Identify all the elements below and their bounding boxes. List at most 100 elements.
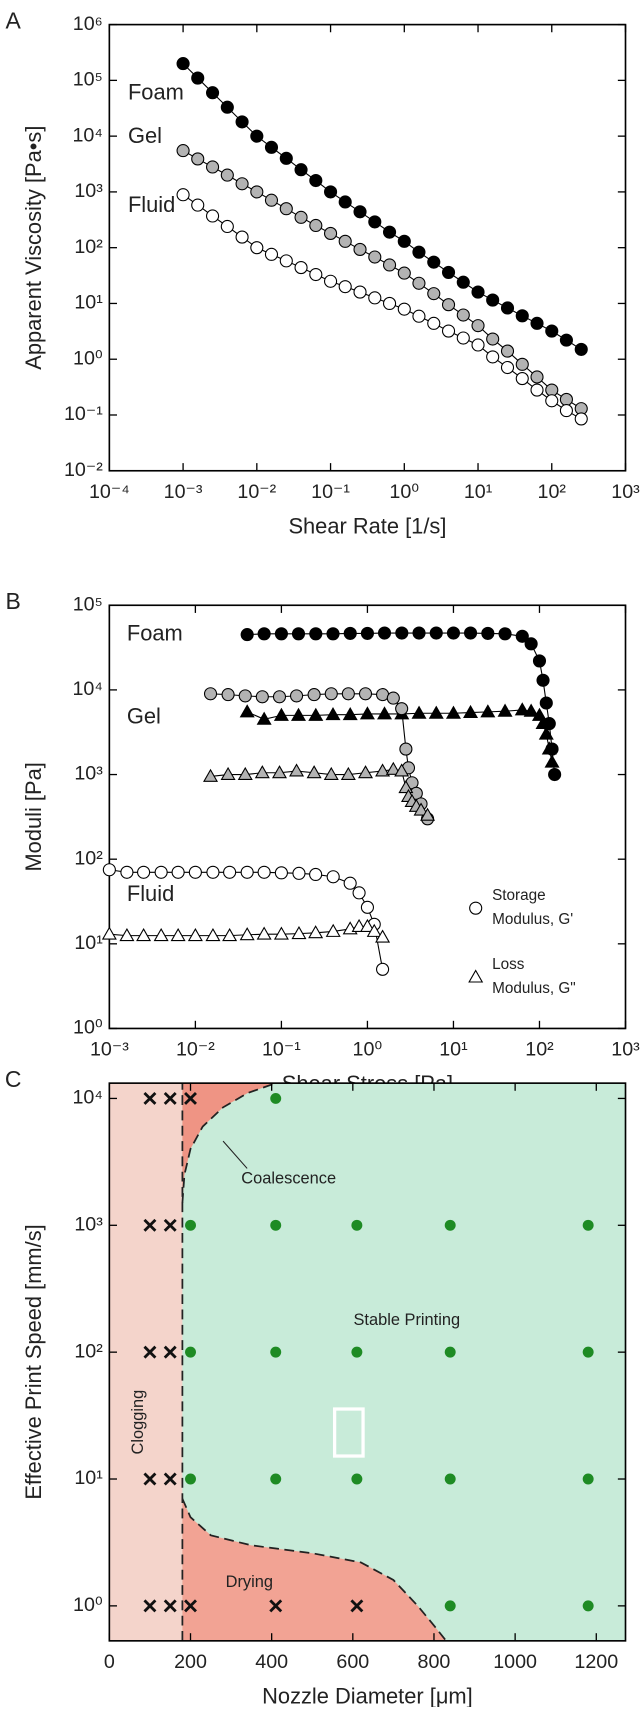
data-point: [441, 324, 456, 338]
y-tick-label: 10⁵: [73, 69, 103, 91]
data-point: [441, 265, 456, 279]
data-point: [176, 57, 190, 71]
data-point: [471, 285, 485, 299]
data-point: [254, 765, 270, 779]
series-label: Foam: [128, 79, 184, 104]
data-point: [269, 1599, 283, 1613]
data-point: [536, 673, 550, 687]
data-point: [541, 741, 557, 755]
data-point: [294, 163, 308, 177]
data-point: [515, 629, 529, 643]
data-point: [412, 276, 426, 290]
x-tick-label: 10⁻³: [90, 1039, 129, 1061]
data-point: [559, 392, 573, 407]
data-point: [326, 627, 340, 641]
data-point: [279, 254, 293, 268]
x-tick-label: 10³: [611, 1039, 640, 1061]
data-point: [500, 360, 515, 375]
data-point: [500, 344, 515, 358]
data-point: [444, 1600, 456, 1612]
data-point: [341, 687, 355, 701]
data-point: [185, 1219, 196, 1231]
data-point: [279, 202, 293, 216]
data-point: [176, 188, 190, 202]
region-label: Coalescence: [241, 1170, 336, 1188]
x-tick-label: 800: [418, 1651, 451, 1673]
data-point: [471, 319, 485, 333]
data-point: [270, 1346, 282, 1358]
data-point: [235, 177, 249, 191]
data-point: [574, 342, 588, 356]
y-tick-label: 10⁵: [73, 593, 103, 615]
data-point: [456, 331, 470, 345]
data-point: [559, 333, 573, 347]
region: [109, 1083, 183, 1641]
data-point: [256, 926, 272, 940]
data-point: [163, 1472, 177, 1486]
series-label: Foam: [127, 621, 183, 646]
data-point: [444, 1346, 456, 1358]
series-line: [182, 194, 582, 420]
data-point: [338, 280, 352, 294]
data-point: [545, 394, 559, 408]
data-point: [324, 687, 338, 701]
data-point: [136, 927, 152, 942]
data-point: [163, 1218, 177, 1232]
data-point: [530, 316, 544, 330]
data-point: [191, 152, 205, 166]
data-point: [187, 927, 203, 942]
data-point: [274, 866, 288, 880]
data-point: [250, 185, 264, 199]
data-point: [309, 218, 323, 233]
data-point: [205, 927, 221, 942]
data-point: [514, 702, 530, 716]
data-point: [205, 209, 220, 223]
legend-label: Modulus, G": [492, 980, 576, 997]
data-point: [309, 867, 323, 882]
x-tick-label: 10⁻¹: [262, 1039, 301, 1061]
data-point: [444, 1473, 456, 1485]
data-point: [375, 929, 391, 943]
y-tick-label: 10⁰: [73, 1594, 103, 1616]
plots: 10⁻⁴ 10⁻³ 10⁻² 10⁻¹ 10⁰ 10¹ 10² 10³10⁻²10⁻¹10⁰1…: [5, 7, 640, 1708]
data-point: [427, 287, 441, 301]
data-point: [351, 1473, 363, 1485]
series-line: [182, 150, 582, 410]
data-point: [237, 766, 253, 781]
data-point: [446, 626, 461, 640]
data-point: [185, 1346, 196, 1358]
data-point: [235, 115, 249, 129]
data-point: [411, 705, 427, 719]
data-point: [548, 767, 562, 782]
data-point: [264, 193, 279, 207]
data-point: [191, 71, 205, 85]
data-point: [398, 779, 414, 794]
data-point: [429, 626, 443, 640]
data-point: [397, 302, 411, 316]
data-point: [582, 1346, 594, 1358]
data-point: [366, 923, 382, 937]
plot-frame: [108, 604, 627, 1030]
panel-label: A: [5, 7, 21, 33]
data-point: [530, 383, 544, 397]
data-point: [412, 309, 426, 323]
y-tick-label: 10⁻²: [64, 459, 103, 481]
data-point: [351, 1346, 363, 1358]
x-tick-label: 600: [336, 1651, 369, 1673]
data-point: [340, 766, 356, 781]
data-point: [500, 301, 515, 315]
legend-marker: [469, 901, 483, 915]
data-point: [358, 687, 373, 701]
y-tick-label: 10³: [74, 180, 103, 202]
x-tick-label: 10⁻²: [237, 481, 276, 503]
y-tick-label: 10⁴: [72, 124, 102, 146]
data-point: [523, 703, 539, 717]
data-point: [289, 763, 305, 777]
data-point: [143, 1218, 157, 1232]
data-point: [272, 690, 287, 704]
highlight-box: [332, 1407, 365, 1458]
data-point: [220, 100, 234, 114]
y-tick-label: 10⁴: [72, 1087, 102, 1109]
